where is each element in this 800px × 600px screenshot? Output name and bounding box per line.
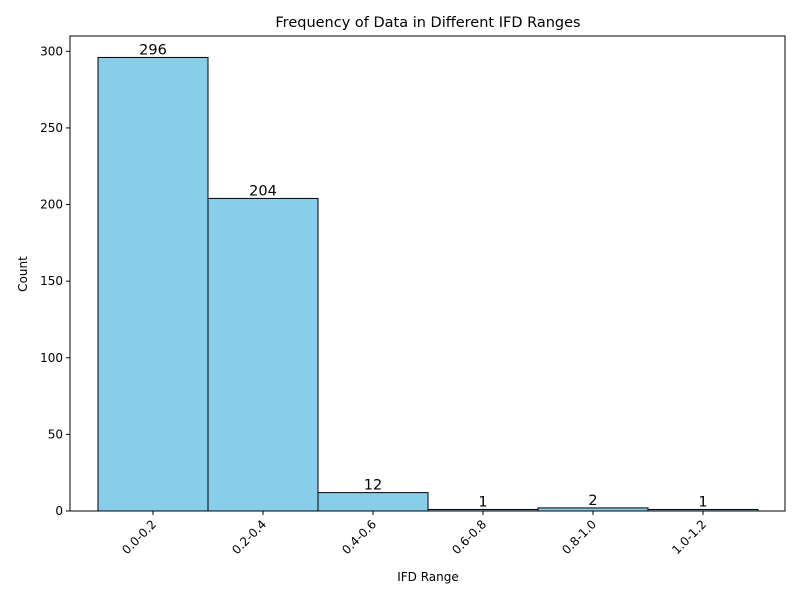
data-label: 12 xyxy=(364,478,382,494)
x-axis-label: IFD Range xyxy=(397,570,459,584)
bar-0.4-0.6 xyxy=(317,492,429,512)
y-tick-label: 0 xyxy=(55,504,63,518)
y-axis-label: Count xyxy=(16,256,30,292)
x-tick-label: 0.4-0.6 xyxy=(339,517,379,557)
y-tick-label: 100 xyxy=(40,351,63,365)
x-tick-label: 1.0-1.2 xyxy=(669,517,709,557)
y-tick-label: 200 xyxy=(40,198,63,212)
x-axis: 0.0-0.2 0.2-0.4 0.4-0.6 0.6-0.8 0.8-1.0 1.0-1… xyxy=(119,511,709,557)
x-tick-label: 0.2-0.4 xyxy=(229,517,269,557)
x-tick-label: 0.8-1.0 xyxy=(559,517,599,557)
data-label: 1 xyxy=(698,494,707,510)
bar-0.2-0.4 xyxy=(207,197,319,512)
y-tick-label: 250 xyxy=(40,121,63,135)
data-label: 1 xyxy=(478,494,487,510)
bar-0.0-0.2 xyxy=(97,56,209,512)
x-tick-label: 0.0-0.2 xyxy=(119,517,159,557)
y-tick-label: 50 xyxy=(48,427,63,441)
plot-frame xyxy=(69,35,786,512)
chart-title: Frequency of Data in Different IFD Range… xyxy=(275,15,580,31)
y-axis: 0 50 100 150 200 250 300 xyxy=(40,44,70,518)
x-tick-label: 0.6-0.8 xyxy=(449,517,489,557)
data-label: 2 xyxy=(588,493,597,509)
y-tick-label: 300 xyxy=(40,44,63,58)
data-label: 204 xyxy=(249,183,277,199)
y-tick-label: 150 xyxy=(40,274,63,288)
data-label: 296 xyxy=(139,42,167,58)
